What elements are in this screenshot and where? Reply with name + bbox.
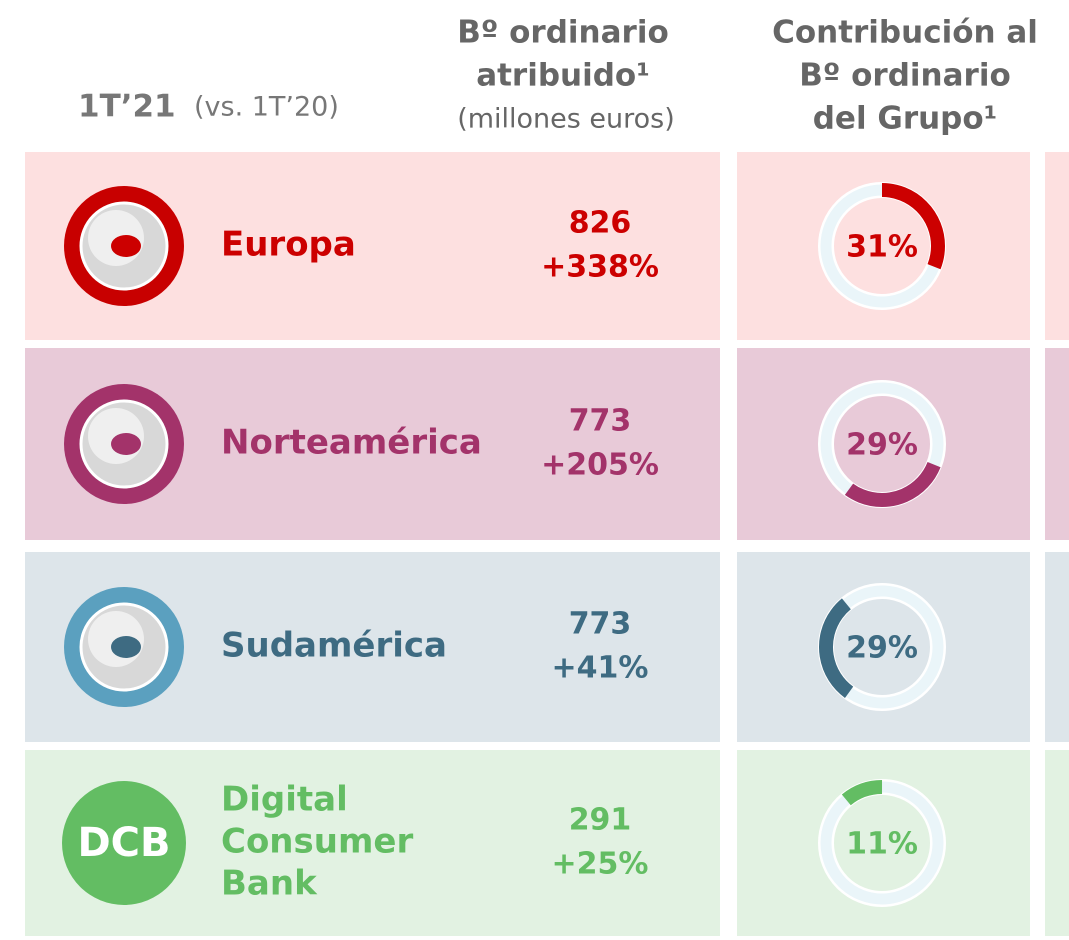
donut-arc [819, 381, 945, 507]
region-name: Sudamérica [221, 626, 447, 666]
icon [62, 781, 186, 905]
row-panel [1045, 348, 1069, 540]
region [111, 433, 141, 455]
icon-label: DCB [77, 820, 170, 866]
row-panel [737, 348, 1030, 540]
donut-arc [819, 780, 945, 906]
comparison: (vs. 1T’20) [194, 92, 339, 123]
region-name: Europa [221, 225, 356, 265]
col-header: Bº ordinario [457, 15, 669, 51]
period: 1T’21 [78, 89, 176, 125]
row-panel [1045, 750, 1069, 936]
row-panel [1045, 152, 1069, 340]
change: +41% [552, 651, 649, 686]
change: +25% [552, 847, 649, 882]
donut-label: 29% [846, 631, 918, 666]
profit: 773 [569, 404, 632, 439]
row-panel [1045, 552, 1069, 742]
col-header: (millones euros) [457, 104, 675, 135]
col-header: Contribución al [772, 15, 1038, 51]
donut-arc [819, 584, 945, 710]
profit: 826 [569, 206, 632, 241]
col-header: atribuido¹ [476, 58, 650, 94]
donut-arc [819, 183, 945, 309]
region-name: Bank [221, 864, 318, 904]
change: +338% [541, 250, 659, 285]
col-header: del Grupo¹ [813, 101, 998, 137]
donut-label: 29% [846, 428, 918, 463]
region [111, 636, 141, 658]
col-header: Bº ordinario [799, 58, 1011, 94]
profit: 291 [569, 803, 632, 838]
region-name: Consumer [221, 822, 413, 862]
donut-label: 11% [846, 827, 918, 862]
region-name: Digital [221, 780, 348, 820]
change: +205% [541, 448, 659, 483]
donut-label: 31% [846, 230, 918, 265]
region [111, 235, 141, 257]
region-name: Norteamérica [221, 423, 482, 463]
profit: 773 [569, 607, 632, 642]
